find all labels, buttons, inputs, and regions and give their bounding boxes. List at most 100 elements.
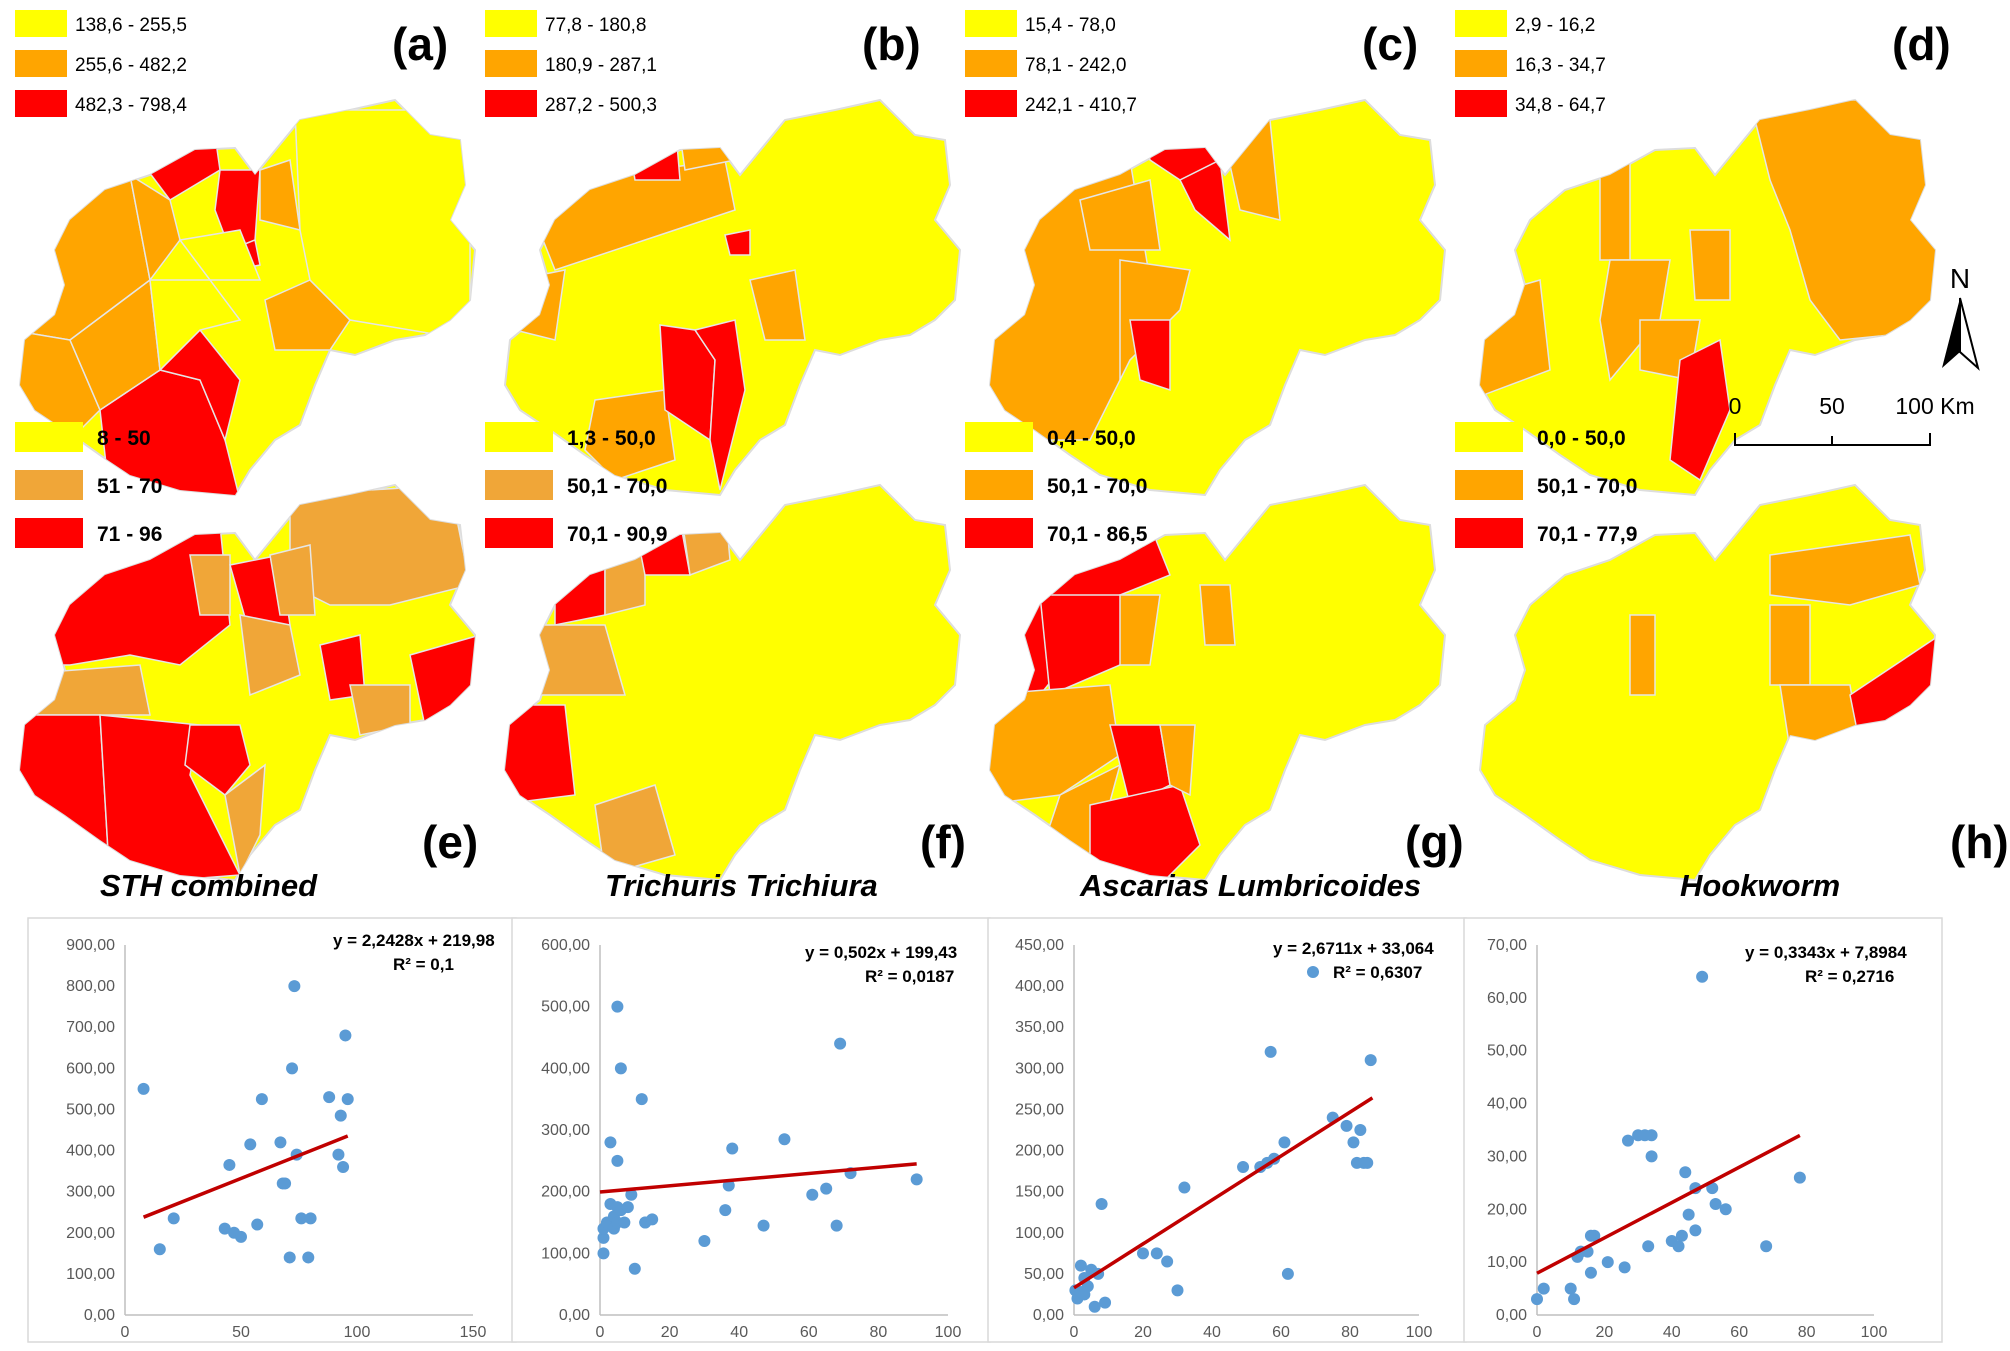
scatter-point — [167, 1212, 180, 1225]
scatter-point — [255, 1093, 268, 1106]
scatter-point — [820, 1182, 833, 1195]
legend-swatch — [1455, 90, 1507, 117]
scatter-point — [1760, 1240, 1773, 1253]
y-tick-label: 200,00 — [1015, 1143, 1064, 1160]
scatter-point — [1645, 1129, 1658, 1142]
y-tick-label: 20,00 — [1487, 1201, 1527, 1218]
legend-swatch — [1455, 10, 1507, 37]
x-tick-label: 60 — [800, 1324, 818, 1341]
x-tick-label: 40 — [1663, 1324, 1681, 1341]
panel-label-d: (d) — [1892, 18, 1951, 70]
north-arrow-right-icon — [1959, 297, 1980, 371]
x-tick-label: 80 — [870, 1324, 888, 1341]
scatter-point — [1347, 1136, 1360, 1149]
scatter-point — [1709, 1198, 1722, 1210]
r-squared: R² = 0,1 — [393, 955, 454, 974]
y-tick-label: 10,00 — [1487, 1254, 1527, 1271]
y-tick-label: 150,00 — [1015, 1184, 1064, 1201]
y-tick-label: 400,00 — [1015, 978, 1064, 995]
trend-line — [1536, 1133, 1801, 1275]
scatter-point — [235, 1230, 247, 1243]
scatter-point — [1264, 1045, 1277, 1058]
y-tick-label: 40,00 — [1487, 1096, 1527, 1113]
scatter-point — [1531, 1293, 1543, 1306]
scatter-point — [1696, 970, 1709, 983]
scatter-point — [1340, 1119, 1353, 1132]
scatter-point — [1354, 1124, 1367, 1136]
scatter-point — [611, 1000, 624, 1013]
scatter-chart-4: 0,00 10,00 20,00 30,00 40,00 50,00 60,00 70,00 0… — [1463, 917, 1943, 1343]
trend-equation: y = 0,502x + 199,43 — [805, 943, 957, 962]
scatter-point — [1588, 1229, 1601, 1242]
x-tick-label: 100 — [935, 1324, 962, 1341]
legend-swatch — [1455, 422, 1523, 452]
trend-equation: y = 2,2428x + 219,98 — [333, 931, 495, 950]
legend-swatch — [15, 90, 67, 117]
scatter-point — [625, 1188, 638, 1201]
scatter-point — [1081, 1280, 1094, 1293]
scatter-chart-2: 0,00 100,00 200,00 300,00 400,00 500,00 600,00… — [511, 917, 991, 1343]
y-tick-label: 30,00 — [1487, 1148, 1527, 1165]
legend-swatch — [15, 470, 83, 500]
y-tick-label: 200,00 — [541, 1184, 590, 1201]
y-tick-label: 50,00 — [1024, 1266, 1064, 1283]
scatter-point — [332, 1148, 345, 1161]
y-tick-label: 0,00 — [1033, 1307, 1064, 1324]
scatter-point — [806, 1188, 819, 1201]
scatter-point — [1150, 1247, 1163, 1260]
x-tick-label: 20 — [1596, 1324, 1614, 1341]
scatter-point — [1178, 1181, 1191, 1194]
scatter-point — [304, 1212, 317, 1225]
legend-label: 138,6 - 255,5 — [75, 15, 187, 36]
r-squared: R² = 0,0187 — [865, 967, 954, 986]
scatter-point — [1281, 1267, 1294, 1280]
legend-swatch — [485, 50, 537, 77]
chart-frame — [27, 917, 517, 1343]
x-tick-label: 60 — [1272, 1324, 1290, 1341]
scatter-point — [778, 1133, 791, 1146]
legend-swatch — [485, 518, 553, 548]
scatter-point — [323, 1091, 336, 1104]
legend-label: 50,1 - 70,0 — [567, 475, 667, 498]
scatter-point — [1361, 1156, 1374, 1169]
panel-label-f: (f) — [920, 816, 966, 868]
x-tick-label: 0 — [596, 1324, 605, 1341]
y-tick-label: 700,00 — [66, 1019, 115, 1036]
scatter-point — [223, 1158, 236, 1171]
trend-equation: y = 0,3343x + 7,8984 — [1745, 943, 1907, 962]
legend-swatch — [965, 422, 1033, 452]
scatter-point — [635, 1093, 648, 1106]
scatter-point — [1645, 1150, 1658, 1163]
scatter-point — [1689, 1224, 1702, 1237]
x-tick-label: 80 — [1341, 1324, 1359, 1341]
scatter-point — [614, 1062, 627, 1075]
scatter-point — [1364, 1054, 1377, 1067]
scatter-chart-3: 0,00 50,00 100,00 150,00 200,00 250,00 300,00 3… — [987, 917, 1467, 1343]
scatter-point — [288, 980, 301, 993]
title-sth-combined: STH combined — [100, 868, 318, 903]
title-hookworm: Hookworm — [1680, 868, 1840, 903]
scatter-point — [302, 1251, 315, 1264]
scatter-point — [834, 1037, 847, 1050]
legend-label: 70,1 - 77,9 — [1537, 523, 1637, 546]
scatter-point — [1679, 1166, 1692, 1179]
x-tick-label: 100 — [344, 1324, 371, 1341]
x-tick-label: 60 — [1730, 1324, 1748, 1341]
scatter-point — [1584, 1266, 1597, 1279]
scatter-point — [1621, 1134, 1634, 1147]
scale-bar: 0 50 100 Km — [1729, 393, 1975, 446]
legend-label: 71 - 96 — [97, 523, 162, 546]
panel-label-g: (g) — [1405, 816, 1464, 868]
legend-label: 482,3 - 798,4 — [75, 95, 187, 116]
scatter-point — [1675, 1229, 1688, 1242]
legend-label: 8 - 50 — [97, 427, 151, 450]
x-tick-label: 40 — [730, 1324, 748, 1341]
trend-line — [142, 1134, 349, 1219]
scatter-point — [1237, 1161, 1250, 1173]
legend-swatch — [1455, 518, 1523, 548]
scatter-point — [1682, 1208, 1695, 1221]
y-tick-label: 100,00 — [1015, 1225, 1064, 1242]
scatter-point — [1706, 1182, 1719, 1195]
legend-label: 15,4 - 78,0 — [1025, 15, 1116, 36]
legend-label: 50,1 - 70,0 — [1537, 475, 1637, 498]
